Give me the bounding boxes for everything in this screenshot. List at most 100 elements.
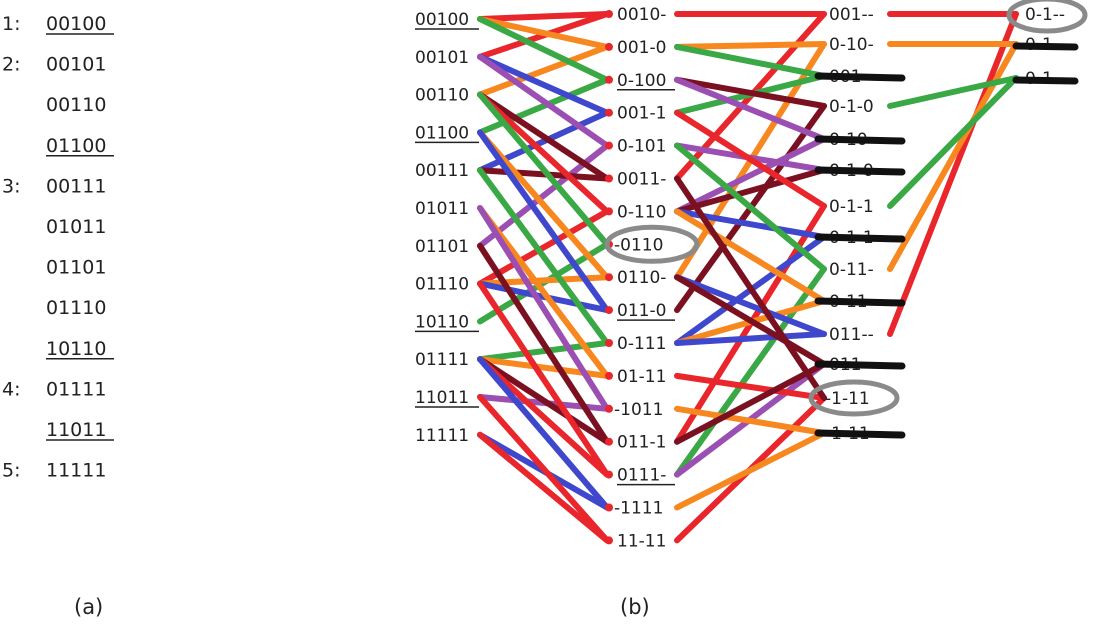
strike-mark bbox=[814, 233, 906, 243]
combination-line bbox=[477, 129, 610, 281]
combination-line bbox=[477, 205, 610, 412]
minterm: 00101 bbox=[46, 54, 106, 76]
line-endpoint bbox=[605, 273, 613, 282]
group-label: 3: bbox=[2, 175, 21, 197]
col1-term: 00111 bbox=[415, 161, 469, 181]
line-endpoint bbox=[605, 306, 613, 315]
col1-term: 11111 bbox=[415, 426, 469, 446]
combination-line bbox=[674, 142, 827, 272]
minterm: 01101 bbox=[46, 257, 106, 279]
combination-line bbox=[477, 356, 610, 445]
col2-term: 0010- bbox=[617, 5, 666, 25]
line-endpoint bbox=[605, 141, 613, 150]
col1-term: 10110 bbox=[415, 312, 469, 332]
circle-highlight bbox=[604, 224, 700, 264]
minterm: 11011 bbox=[46, 419, 106, 441]
strike-mark bbox=[814, 72, 906, 82]
combination-line bbox=[477, 53, 610, 116]
combination-lines bbox=[477, 10, 1019, 545]
strike-mark bbox=[1012, 42, 1079, 51]
line-endpoint bbox=[605, 10, 613, 18]
col2-term: 011-0 bbox=[617, 301, 666, 321]
minterm: 00100 bbox=[46, 13, 106, 35]
col2-term: 0111- bbox=[617, 466, 666, 486]
minterm: 00110 bbox=[46, 94, 106, 116]
line-endpoint bbox=[605, 174, 613, 183]
combination-line bbox=[674, 136, 827, 215]
minterm: 00111 bbox=[46, 175, 106, 197]
line-endpoint bbox=[605, 75, 613, 84]
circle-highlight bbox=[1006, 0, 1088, 34]
col2-term: 11-11 bbox=[617, 531, 666, 551]
col3-term: 011-- bbox=[829, 325, 874, 345]
col2-term: 0-111 bbox=[617, 334, 666, 354]
strike-mark bbox=[814, 297, 906, 307]
col3-term: 0-1-1 bbox=[829, 197, 874, 217]
combination-line bbox=[477, 356, 610, 511]
strike-mark bbox=[814, 429, 906, 439]
combination-line bbox=[674, 266, 827, 478]
col3-term: 001-- bbox=[829, 5, 874, 25]
line-endpoint bbox=[605, 371, 613, 380]
line-endpoint bbox=[605, 437, 613, 446]
col1-term: 01111 bbox=[415, 350, 469, 370]
col1-term: 00110 bbox=[415, 86, 469, 106]
col1-term: 01100 bbox=[415, 123, 469, 143]
combination-line bbox=[887, 75, 1019, 209]
line-endpoint bbox=[605, 536, 613, 545]
col2-term: -1011 bbox=[614, 400, 663, 420]
combination-line bbox=[674, 76, 827, 109]
combination-line bbox=[674, 76, 827, 142]
combination-line bbox=[674, 41, 827, 50]
strike-mark bbox=[1012, 76, 1079, 85]
strike-mark bbox=[814, 360, 906, 370]
minterm: 01111 bbox=[46, 378, 106, 400]
combination-line bbox=[477, 242, 610, 445]
combination-line bbox=[887, 11, 1019, 337]
combination-line bbox=[477, 431, 610, 544]
combination-line bbox=[887, 41, 1019, 272]
strike-mark bbox=[814, 135, 906, 145]
combination-line bbox=[674, 331, 827, 346]
combination-line bbox=[477, 356, 610, 478]
group-label: 2: bbox=[2, 54, 21, 76]
col3-term: 0-11- bbox=[829, 260, 874, 280]
combination-line bbox=[674, 109, 827, 209]
col3-term: -1-11 bbox=[825, 389, 870, 409]
group-label: 1: bbox=[2, 13, 21, 35]
col1-term: 00101 bbox=[415, 48, 469, 68]
combination-line bbox=[477, 53, 610, 149]
combination-line bbox=[674, 175, 827, 401]
combination-line bbox=[477, 16, 610, 83]
group-label: 5: bbox=[2, 460, 21, 482]
combination-line bbox=[887, 75, 1019, 109]
combination-line bbox=[477, 167, 610, 182]
minterm: 11111 bbox=[46, 460, 106, 482]
col2-term: 011-1 bbox=[617, 433, 666, 453]
col2-term: 0-101 bbox=[617, 137, 666, 157]
group-label: 4: bbox=[2, 378, 21, 400]
col2-term: 001-0 bbox=[617, 38, 666, 58]
minterm: 01011 bbox=[46, 216, 106, 238]
combination-line bbox=[477, 167, 610, 346]
combination-line bbox=[477, 11, 610, 22]
col1-term: 01101 bbox=[415, 237, 469, 257]
minterm: 10110 bbox=[46, 338, 106, 360]
combination-line bbox=[674, 405, 827, 436]
combination-line bbox=[477, 280, 610, 478]
panel-b-combination-table: 00100 00101 00110 01100 00111 01011 01101 01110… bbox=[415, 0, 1088, 551]
panel-a-caption: (a) bbox=[74, 595, 103, 619]
combination-line bbox=[477, 91, 610, 248]
combination-line bbox=[674, 43, 827, 79]
col2-term: 001-1 bbox=[617, 104, 666, 124]
line-endpoint bbox=[605, 470, 613, 479]
line-endpoint bbox=[605, 404, 613, 413]
col1-term: 00100 bbox=[415, 10, 469, 30]
combination-line bbox=[477, 394, 610, 544]
line-endpoint bbox=[605, 503, 613, 512]
minterm: 01100 bbox=[46, 135, 106, 157]
line-endpoint bbox=[605, 42, 613, 51]
col1-term: 11011 bbox=[415, 388, 469, 408]
panel-b-caption: (b) bbox=[620, 595, 650, 619]
